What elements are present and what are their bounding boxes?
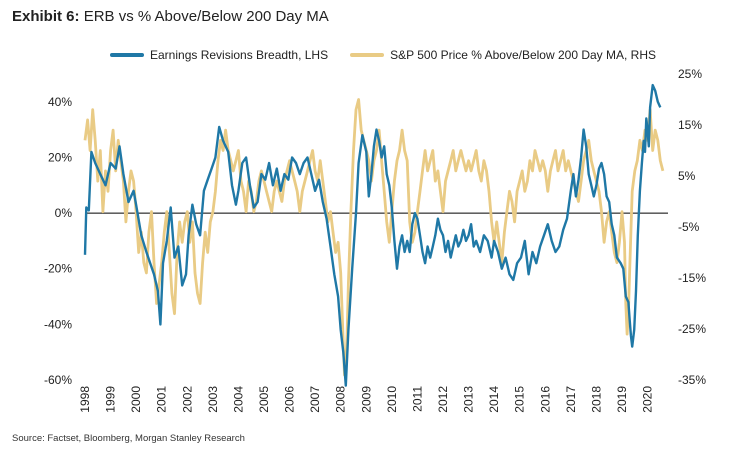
x-tick-label: 2014: [487, 386, 501, 413]
x-tick-label: 2004: [231, 386, 245, 413]
y-right-tick-label: 5%: [678, 169, 696, 183]
y-left-tick-label: -40%: [44, 317, 72, 331]
title-text: ERB vs % Above/Below 200 Day MA: [83, 8, 329, 25]
y-left-tick-label: 40%: [48, 95, 72, 109]
x-tick-label: 2012: [436, 386, 450, 413]
x-tick-label: 2010: [385, 386, 399, 413]
y-left-tick-label: -60%: [44, 373, 72, 387]
x-tick-label: 2005: [257, 386, 271, 413]
legend: Earnings Revisions Breadth, LHS S&P 500 …: [110, 48, 678, 62]
x-tick-label: 2019: [615, 386, 629, 413]
y-right-tick-label: 25%: [678, 67, 702, 81]
legend-label-spx: S&P 500 Price % Above/Below 200 Day MA, …: [390, 48, 657, 62]
y-left-tick-label: 0%: [55, 206, 73, 220]
y-left-tick-label: -20%: [44, 262, 72, 276]
y-right-tick-label: 15%: [678, 118, 702, 132]
x-tick-label: 2007: [308, 386, 322, 413]
y-right-tick-label: -15%: [678, 271, 706, 285]
x-tick-label: 1999: [104, 386, 118, 413]
x-tick-label: 2013: [462, 386, 476, 413]
x-tick-label: 2020: [641, 386, 655, 413]
y-right-tick-label: -5%: [678, 220, 700, 234]
y-axis-right: 25% 15% 5% -5% -15% -25% -35%: [678, 67, 706, 387]
legend-item-erb: Earnings Revisions Breadth, LHS: [110, 48, 328, 62]
chart-title: Exhibit 6: ERB vs % Above/Below 200 Day …: [12, 8, 329, 25]
x-tick-label: 2018: [589, 386, 603, 413]
x-tick-label: 1998: [78, 386, 92, 413]
x-tick-label: 2008: [334, 386, 348, 413]
x-tick-label: 2006: [283, 386, 297, 413]
x-tick-label: 2017: [564, 386, 578, 413]
x-axis: 1998 1999 2000 2001 2002 2003 2004 2005 2006 2007…: [78, 386, 655, 413]
x-tick-label: 2000: [129, 386, 143, 413]
x-tick-label: 2015: [513, 386, 527, 413]
exhibit-label: Exhibit 6:: [12, 8, 80, 25]
x-tick-label: 2009: [359, 386, 373, 413]
y-right-tick-label: -25%: [678, 322, 706, 336]
y-right-tick-label: -35%: [678, 373, 706, 387]
x-tick-label: 2001: [155, 386, 169, 413]
x-tick-label: 2011: [410, 386, 424, 412]
legend-swatch-erb: [110, 53, 144, 57]
legend-item-spx: S&P 500 Price % Above/Below 200 Day MA, …: [350, 48, 656, 62]
x-tick-label: 2003: [206, 386, 220, 413]
x-tick-label: 2002: [180, 386, 194, 413]
legend-swatch-spx: [350, 53, 385, 57]
source-note: Source: Factset, Bloomberg, Morgan Stanl…: [12, 433, 245, 444]
legend-label-erb: Earnings Revisions Breadth, LHS: [150, 48, 329, 62]
x-tick-label: 2016: [538, 386, 552, 413]
y-axis-left: 40% 20% 0% -20% -40% -60%: [44, 95, 72, 387]
plot-area: [83, 83, 668, 387]
y-left-tick-label: 20%: [48, 150, 72, 164]
series-line-erb: [83, 83, 662, 387]
